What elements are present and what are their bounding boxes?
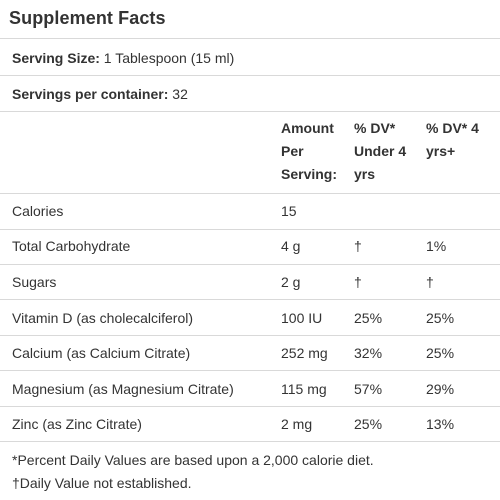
- nutrient-name: Vitamin D (as cholecalciferol): [12, 310, 194, 326]
- column-header-dv-4-plus-line: % DV* 4: [426, 120, 479, 136]
- divider: [0, 299, 500, 300]
- serving-size-label: Serving Size:: [12, 50, 100, 66]
- divider: [0, 370, 500, 371]
- nutrient-amount: 252 mg: [281, 345, 328, 361]
- column-header-amount: Amount Per Serving:: [281, 117, 337, 186]
- nutrient-dv-under-4: 25%: [354, 310, 383, 326]
- panel-title: Supplement Facts: [9, 8, 166, 28]
- nutrient-name: Sugars: [12, 274, 57, 290]
- divider: [0, 229, 500, 230]
- column-header-amount-line: Amount: [281, 120, 334, 136]
- nutrient-amount: 2 mg: [281, 416, 313, 432]
- nutrient-dv-4-plus: 29%: [426, 381, 455, 397]
- divider: [0, 75, 500, 76]
- nutrient-name: Magnesium (as Magnesium Citrate): [12, 381, 234, 397]
- column-header-amount-line: Serving:: [281, 166, 338, 182]
- nutrient-dv-under-4: 25%: [354, 416, 383, 432]
- servings-per-container-label: Servings per container:: [12, 86, 169, 102]
- nutrient-dv-under-4: 32%: [354, 345, 383, 361]
- column-header-dv-under-4-line: yrs: [354, 166, 376, 182]
- divider: [0, 38, 500, 39]
- nutrient-dv-under-4: 57%: [354, 381, 383, 397]
- nutrient-amount: 115 mg: [281, 381, 327, 397]
- serving-size-value: 1 Tablespoon (15 ml): [99, 50, 235, 66]
- nutrient-dv-4-plus: †: [426, 274, 434, 290]
- divider: [0, 406, 500, 407]
- footnote-daily-values: *Percent Daily Values are based upon a 2…: [12, 452, 374, 468]
- nutrient-dv-4-plus: 1%: [426, 238, 447, 254]
- footnote-not-established: †Daily Value not established.: [12, 475, 192, 491]
- column-header-dv-under-4-line: % DV*: [354, 120, 396, 136]
- servings-per-container-value: 32: [168, 86, 188, 102]
- nutrient-dv-4-plus: 25%: [426, 345, 455, 361]
- nutrient-name: Calories: [12, 203, 64, 219]
- nutrient-dv-under-4: †: [354, 274, 362, 290]
- servings-per-container: Servings per container: 32: [12, 85, 188, 103]
- divider: [0, 264, 500, 265]
- divider: [0, 441, 500, 442]
- divider: [0, 111, 500, 112]
- nutrient-amount: 4 g: [281, 238, 301, 254]
- divider: [0, 193, 500, 194]
- nutrient-name: Zinc (as Zinc Citrate): [12, 416, 142, 432]
- nutrient-amount: 15: [281, 203, 297, 219]
- nutrient-dv-4-plus: 13%: [426, 416, 455, 432]
- nutrient-amount: 2 g: [281, 274, 301, 290]
- column-header-dv-4-plus-line: yrs+: [426, 143, 456, 159]
- nutrient-amount: 100 IU: [281, 310, 323, 326]
- nutrient-dv-under-4: †: [354, 238, 362, 254]
- nutrient-name: Total Carbohydrate: [12, 238, 131, 254]
- nutrient-name: Calcium (as Calcium Citrate): [12, 345, 191, 361]
- column-header-dv-under-4-line: Under 4: [354, 143, 407, 159]
- nutrient-dv-4-plus: 25%: [426, 310, 455, 326]
- column-header-amount-line: Per: [281, 143, 304, 159]
- divider: [0, 335, 500, 336]
- column-header-dv-4-plus: % DV* 4 yrs+: [426, 117, 479, 163]
- column-header-dv-under-4: % DV* Under 4 yrs: [354, 117, 406, 186]
- serving-size: Serving Size: 1 Tablespoon (15 ml): [12, 49, 234, 67]
